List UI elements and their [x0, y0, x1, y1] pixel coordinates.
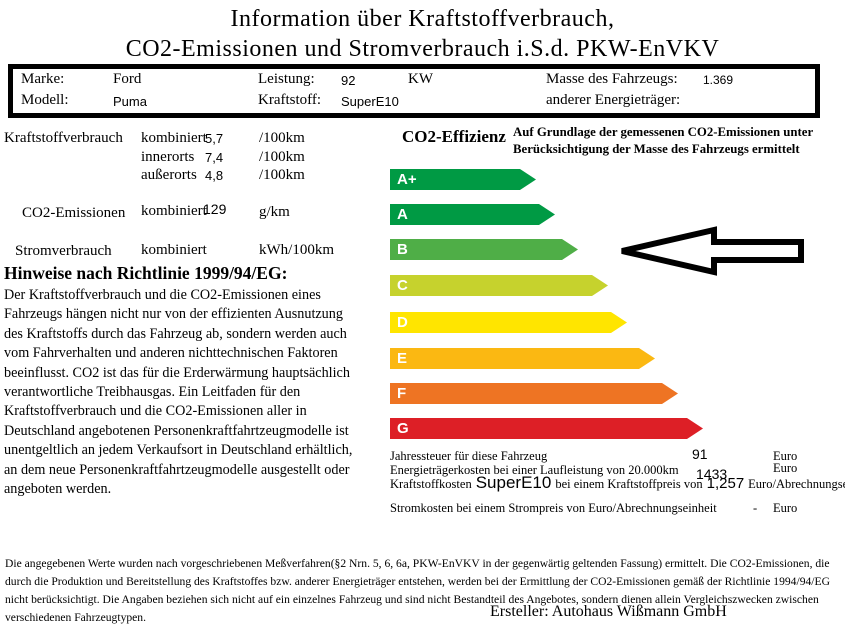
kraftstoffkosten-row: Kraftstoffkosten SuperE10 bei einem Kraf… [390, 473, 845, 493]
stromverbrauch-label: Stromverbrauch [15, 243, 112, 259]
efficiency-class-b: B [390, 239, 578, 260]
hinweise-body-text: Der Kraftstoffverbrauch und die CO2-Emis… [4, 287, 353, 498]
fuel-value-innerorts: 7,4 [205, 150, 224, 165]
vehicle-data-box: Marke: Ford Modell: Puma Leistung: 92 KW… [8, 64, 820, 118]
energiekosten-label: Energieträgerkosten bei einer Laufleistu… [390, 463, 679, 477]
efficiency-class-f: F [390, 383, 678, 404]
jahressteuer-unit: Euro [773, 449, 798, 463]
jahressteuer-value: 91 [692, 446, 708, 462]
strom-unit: kWh/100km [259, 242, 334, 258]
fuel-mode-kombiniert: kombiniert [141, 130, 207, 146]
co2-unit: g/km [259, 204, 290, 220]
efficiency-class-f-label: F [397, 385, 407, 402]
efficiency-class-e-label: E [397, 350, 408, 367]
fuel-mode-innerorts: innerorts [141, 149, 195, 165]
modell-value: Puma [113, 94, 147, 109]
stromkosten-unit: Euro [773, 501, 798, 515]
modell-label: Modell: [21, 92, 69, 108]
kraftstoffverbrauch-label: Kraftstoffverbrauch [4, 130, 123, 146]
fuel-mode-ausserorts: außerorts [141, 167, 197, 183]
efficiency-class-a-plus-label: A+ [397, 171, 417, 188]
document-title-line1: Information über Kraftstoffverbrauch, [230, 6, 615, 32]
stromkosten-label: Stromkosten bei einem Strompreis von Eur… [390, 501, 717, 515]
kraftstoff-value: SuperE10 [341, 94, 399, 109]
efficiency-class-a: A [390, 204, 555, 225]
energiekosten-value: 1433 [696, 466, 728, 482]
efficiency-class-g: G [390, 418, 703, 439]
kraftstoffkosten-fuel-name: SuperE10 [475, 473, 552, 492]
efficiency-class-a-label: A [397, 206, 408, 223]
co2-effizienz-heading: CO2-Effizienz [402, 127, 506, 146]
kraftstoffkosten-suffix: Euro/Abrechnungseinheit [748, 477, 845, 491]
efficiency-class-b-label: B [397, 241, 408, 258]
marke-label: Marke: [21, 71, 65, 87]
hinweise-heading: Hinweise nach Richtlinie 1999/94/EG: [4, 263, 288, 283]
kraftstoff-label: Kraftstoff: [258, 92, 322, 108]
co2-effizienz-note: Auf Grundlage der gemessenen CO2-Emissio… [513, 125, 813, 156]
fuel-unit-kombiniert: /100km [259, 130, 305, 146]
ersteller-line: Ersteller: Autohaus Wißmann GmbH [490, 603, 727, 620]
fuel-unit-innerorts: /100km [259, 149, 305, 165]
co2-emissionen-label: CO2-Emissionen [22, 205, 126, 221]
masse-label: Masse des Fahrzeugs: [546, 71, 678, 87]
marke-value: Ford [113, 71, 142, 87]
co2-value: 129 [203, 201, 227, 217]
efficiency-class-g-label: G [397, 420, 409, 437]
co2-mode: kombiniert [141, 203, 207, 219]
fuel-unit-ausserorts: /100km [259, 167, 305, 183]
leistung-unit: KW [408, 71, 433, 87]
kraftstoffkosten-prefix: Kraftstoffkosten [390, 477, 472, 491]
energietraeger-label: anderer Energieträger: [546, 92, 681, 108]
kraftstoffkosten-price: 1,257 [706, 475, 745, 492]
strom-mode: kombiniert [141, 242, 207, 258]
energiekosten-unit: Euro [773, 461, 798, 475]
efficiency-class-d-label: D [397, 314, 408, 331]
fuel-value-ausserorts: 4,8 [205, 168, 224, 183]
efficiency-class-e: E [390, 348, 655, 369]
kraftstoffkosten-mid: bei einem Kraftstoffpreis von [555, 477, 703, 491]
efficiency-class-c-label: C [397, 277, 408, 294]
efficiency-class-d: D [390, 312, 627, 333]
legal-disclaimer-text: Die angegebenen Werte wurden nach vorges… [5, 557, 830, 624]
leistung-label: Leistung: [258, 71, 315, 87]
efficiency-class-c: C [390, 275, 608, 296]
fuel-value-kombiniert: 5,7 [205, 131, 224, 146]
masse-value: 1.369 [703, 73, 734, 87]
leistung-value: 92 [341, 73, 356, 88]
document-title-line2: CO2-Emissionen und Stromverbrauch i.S.d.… [125, 36, 720, 62]
rating-pointer-arrow-icon [621, 226, 804, 276]
efficiency-class-a-plus: A+ [390, 169, 536, 190]
jahressteuer-label: Jahressteuer für diese Fahrzeug [390, 449, 548, 463]
stromkosten-value: - [753, 501, 758, 515]
